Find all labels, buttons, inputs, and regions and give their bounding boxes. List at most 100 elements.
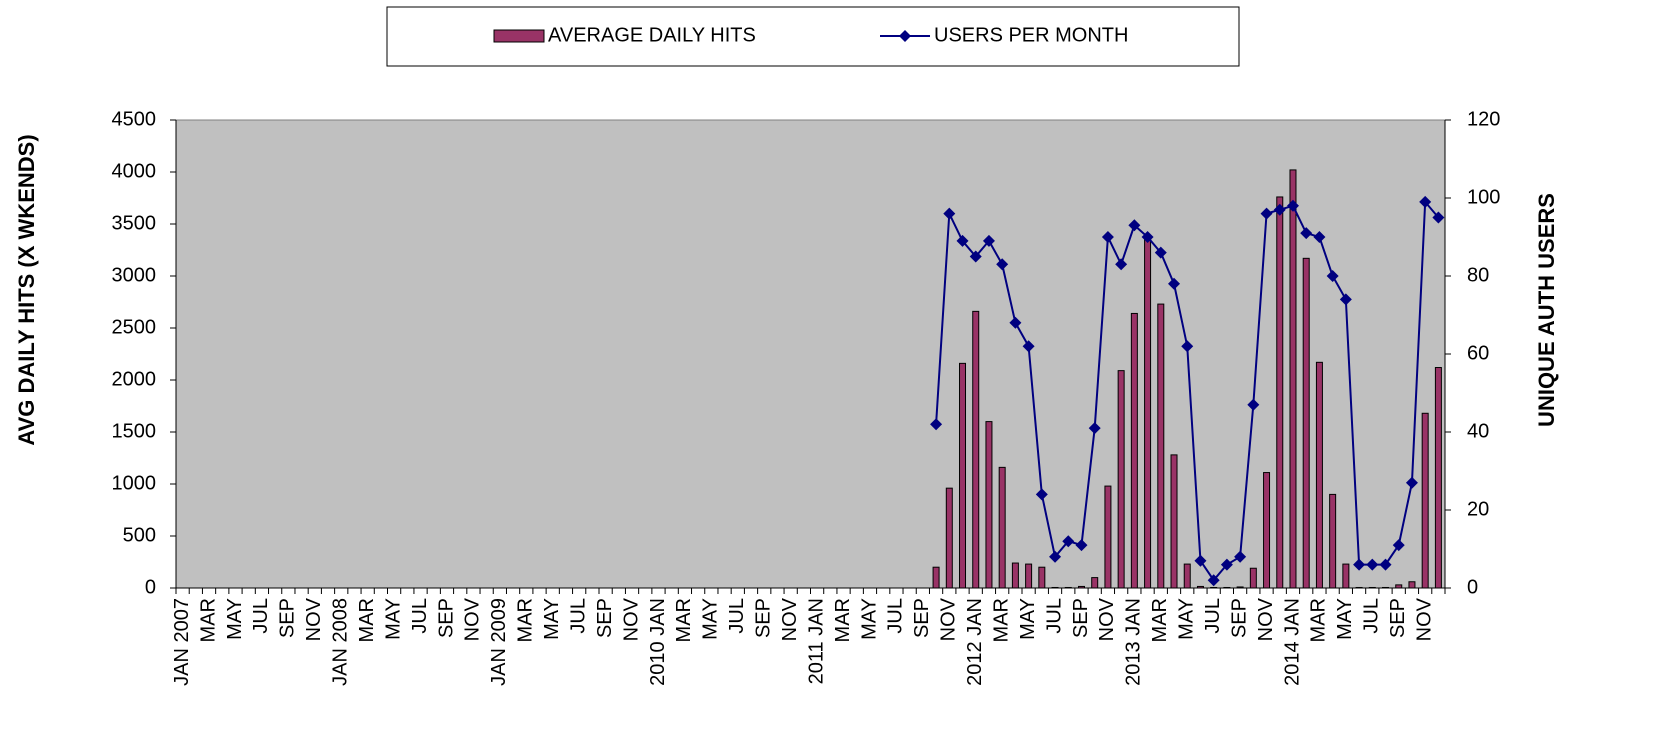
marker	[1300, 227, 1313, 240]
x-tick-label: NOV	[462, 597, 484, 641]
x-tick-label: 2011 JAN	[805, 598, 827, 684]
bar	[1342, 563, 1350, 589]
marker	[1247, 398, 1260, 411]
x-tick-label: MAR	[832, 598, 854, 642]
plot-area	[175, 119, 1446, 589]
x-tick-label: MAR	[197, 598, 219, 642]
bar	[1315, 361, 1323, 589]
x-tick-label: MAY	[1334, 598, 1356, 640]
bar	[1170, 454, 1178, 589]
marker	[1009, 316, 1022, 329]
legend-label: USERS PER MONTH	[934, 24, 1128, 46]
marker	[1419, 195, 1432, 208]
x-tick-label: MAR	[515, 598, 537, 642]
marker	[1313, 231, 1326, 243]
marker	[1181, 340, 1194, 353]
x-tick-label: NOV	[779, 597, 801, 641]
marker	[1088, 422, 1101, 435]
y-tick-label: 0	[145, 576, 156, 598]
bar	[1091, 577, 1099, 589]
marker	[956, 234, 969, 247]
y2-tick-label: 20	[1467, 498, 1489, 520]
bar	[1038, 566, 1046, 589]
x-tick-label: JUL	[567, 598, 589, 634]
marker	[1128, 219, 1141, 232]
bar	[1382, 586, 1390, 589]
bar	[1157, 303, 1165, 589]
bar	[1223, 586, 1231, 589]
bar	[1355, 586, 1363, 589]
x-tick-label: NOV	[938, 597, 960, 641]
bar	[1236, 586, 1244, 589]
bar	[1104, 485, 1112, 589]
x-tick-label: MAR	[990, 598, 1012, 642]
x-tick-label: JUL	[726, 598, 748, 634]
y-tick-label: 1000	[112, 472, 157, 494]
bar	[1051, 586, 1059, 589]
marker	[1154, 246, 1167, 259]
x-tick-label: SEP	[1387, 598, 1409, 638]
marker	[1141, 231, 1154, 243]
x-tick-label: SEP	[277, 598, 299, 638]
x-tick-label: MAR	[356, 598, 378, 642]
x-tick-label: JUL	[1202, 598, 1224, 634]
marker	[1168, 277, 1181, 290]
marker	[1035, 488, 1048, 501]
bar	[1421, 412, 1429, 589]
x-tick-label: JUL	[1361, 598, 1383, 634]
bar	[1276, 196, 1284, 589]
marker	[996, 258, 1009, 271]
y-tick-label: 4000	[112, 160, 157, 182]
bar	[1249, 567, 1257, 589]
marker	[1432, 211, 1445, 224]
x-tick-label: SEP	[1228, 598, 1250, 638]
x-tick-label: JAN 2009	[488, 598, 510, 686]
x-tick-label: NOV	[620, 597, 642, 641]
bar	[1289, 169, 1297, 589]
marker	[1379, 558, 1392, 571]
marker	[982, 234, 995, 247]
x-tick-label: MAY	[224, 598, 246, 640]
x-tick-label: JUL	[250, 598, 272, 634]
y-tick-label: 3500	[112, 212, 157, 234]
bar	[1395, 584, 1403, 589]
x-tick-label: MAY	[541, 598, 563, 640]
bar	[932, 566, 940, 589]
legend-label: AVERAGE DAILY HITS	[548, 24, 756, 46]
marker	[1049, 550, 1062, 563]
x-tick-label: 2014 JAN	[1281, 598, 1303, 686]
y2-tick-label: 40	[1467, 420, 1489, 442]
y2-tick-label: 100	[1467, 186, 1500, 208]
bar	[1183, 563, 1191, 589]
bar	[998, 466, 1006, 589]
x-tick-label: MAR	[1149, 598, 1171, 642]
marker	[969, 250, 982, 263]
x-tick-label: MAR	[673, 598, 695, 642]
bar	[1196, 585, 1204, 589]
x-tick-label: JAN 2007	[171, 598, 193, 686]
x-tick-label: JUL	[885, 598, 907, 634]
bar	[1025, 563, 1033, 589]
x-tick-label: NOV	[1255, 597, 1277, 641]
marker	[943, 207, 956, 220]
marker	[1115, 258, 1128, 271]
marker	[1220, 558, 1233, 571]
marker	[1101, 231, 1114, 243]
bar	[1144, 235, 1152, 589]
bar	[1329, 493, 1337, 589]
x-tick-label: NOV	[1096, 597, 1118, 641]
x-tick-label: JUL	[1043, 598, 1065, 634]
bar	[972, 310, 980, 589]
bar	[945, 487, 953, 589]
bar	[1077, 585, 1085, 589]
bar	[959, 362, 967, 589]
x-tick-label: JUL	[409, 598, 431, 634]
marker	[930, 418, 943, 431]
marker	[1405, 476, 1418, 489]
bar	[985, 421, 993, 589]
x-tick-label: MAR	[1308, 598, 1330, 642]
marker	[1353, 558, 1366, 571]
marker	[1075, 539, 1088, 552]
x-tick-label: JAN 2008	[330, 598, 352, 686]
